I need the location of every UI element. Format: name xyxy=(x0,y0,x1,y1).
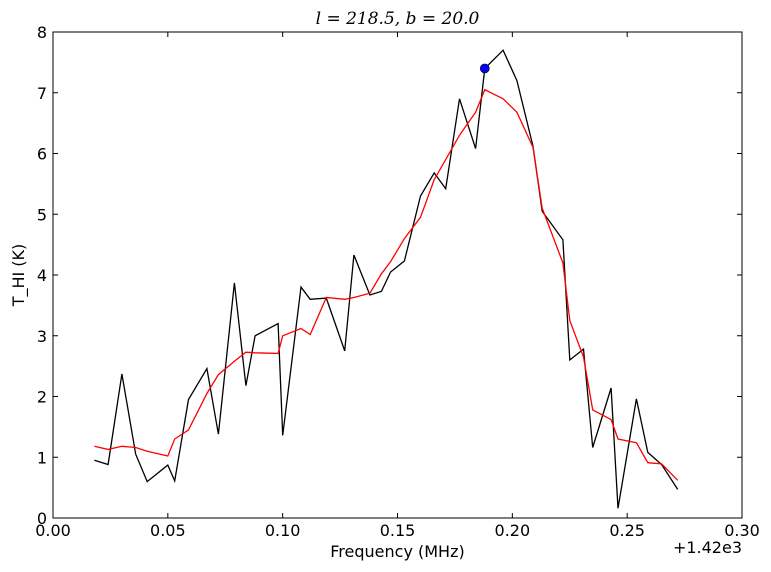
y-axis-label: T_HI (K) xyxy=(9,244,29,308)
y-tick-label: 5 xyxy=(37,205,47,224)
y-axis: 0 1 2 3 4 5 6 7 8 xyxy=(37,23,742,528)
y-tick-label: 3 xyxy=(37,327,47,346)
y-tick-label: 1 xyxy=(37,448,47,467)
y-tick-label: 4 xyxy=(37,266,47,285)
x-tick-label: 0.10 xyxy=(265,521,301,540)
x-axis: 0.00 0.05 0.10 0.15 0.20 0.25 0.30 xyxy=(35,32,760,540)
x-tick-label: 0.25 xyxy=(609,521,645,540)
x-tick-label: 0.30 xyxy=(724,521,760,540)
y-tick-label: 8 xyxy=(37,23,47,42)
chart-title: l = 218.5, b = 20.0 xyxy=(316,9,480,29)
x-tick-label: 0.05 xyxy=(150,521,186,540)
y-tick-label: 7 xyxy=(37,84,47,103)
y-tick-label: 2 xyxy=(37,388,47,407)
peak-marker xyxy=(479,63,490,74)
x-tick-label: 0.15 xyxy=(380,521,416,540)
x-axis-label: Frequency (MHz) xyxy=(330,542,464,561)
plot-area xyxy=(94,49,679,509)
x-tick-label: 0.20 xyxy=(495,521,531,540)
x-tick-label: 0.00 xyxy=(35,521,71,540)
series-line-red xyxy=(94,88,679,481)
x-offset-label: +1.42e3 xyxy=(673,538,742,557)
y-tick-label: 6 xyxy=(37,145,47,164)
y-tick-label: 0 xyxy=(37,509,47,528)
